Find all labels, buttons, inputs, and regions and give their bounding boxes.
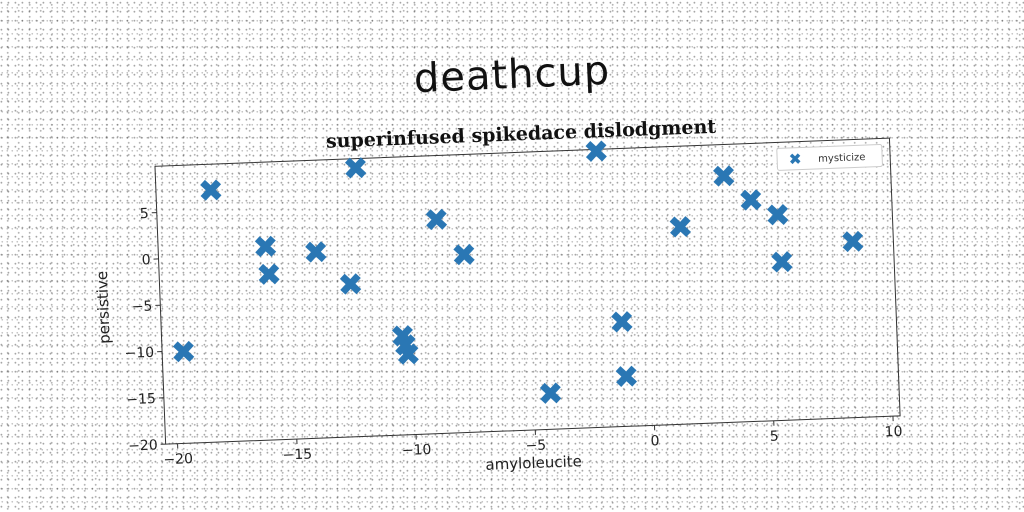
data-point (740, 189, 762, 211)
x-tick-label: 5 (770, 429, 780, 445)
data-point (254, 235, 277, 258)
x-tick-label: 10 (884, 424, 902, 441)
data-point (615, 365, 638, 388)
data-point (200, 179, 222, 201)
x-ticks: −20 −15 −10 −5 0 5 10 (163, 416, 903, 468)
data-point (339, 273, 362, 295)
data-point (172, 340, 195, 363)
y-tick-label: 0 (141, 252, 151, 268)
y-tick-label: −5 (131, 299, 152, 316)
y-tick-label: −10 (124, 345, 154, 362)
data-point (771, 251, 793, 273)
data-point (611, 311, 633, 333)
data-point (258, 263, 280, 285)
data-point (669, 216, 691, 238)
y-tick-label: −15 (126, 391, 156, 408)
data-point (842, 230, 864, 253)
legend-box (776, 143, 883, 171)
plot-area: superinfused spikedace dislodgment amylo… (93, 116, 903, 474)
x-tick-label: −10 (402, 442, 432, 459)
y-tick-label: −20 (128, 437, 158, 454)
data-points (172, 140, 864, 404)
data-point (344, 157, 367, 179)
x-tick-label: −15 (282, 446, 312, 463)
data-point (539, 382, 562, 404)
legend: mysticize (776, 143, 883, 171)
x-tick-label: 0 (650, 433, 660, 449)
data-point (305, 241, 327, 263)
y-axis-label: persistive (93, 271, 114, 345)
data-point (425, 208, 448, 231)
data-point (453, 243, 475, 266)
x-tick-label: −20 (163, 451, 193, 468)
data-point (585, 140, 607, 162)
legend-marker-x (789, 153, 801, 165)
data-point (767, 204, 789, 226)
x-tick-label: −5 (525, 437, 546, 454)
x-axis-label: amyloleucite (485, 452, 582, 474)
y-ticks: −20 −15 −10 −5 0 5 (124, 206, 166, 455)
data-point (397, 343, 419, 365)
legend-marker (789, 153, 801, 165)
axes-frame (154, 137, 901, 445)
legend-label: mysticize (818, 152, 866, 165)
y-tick-label: 5 (140, 206, 150, 222)
data-point (713, 165, 735, 187)
